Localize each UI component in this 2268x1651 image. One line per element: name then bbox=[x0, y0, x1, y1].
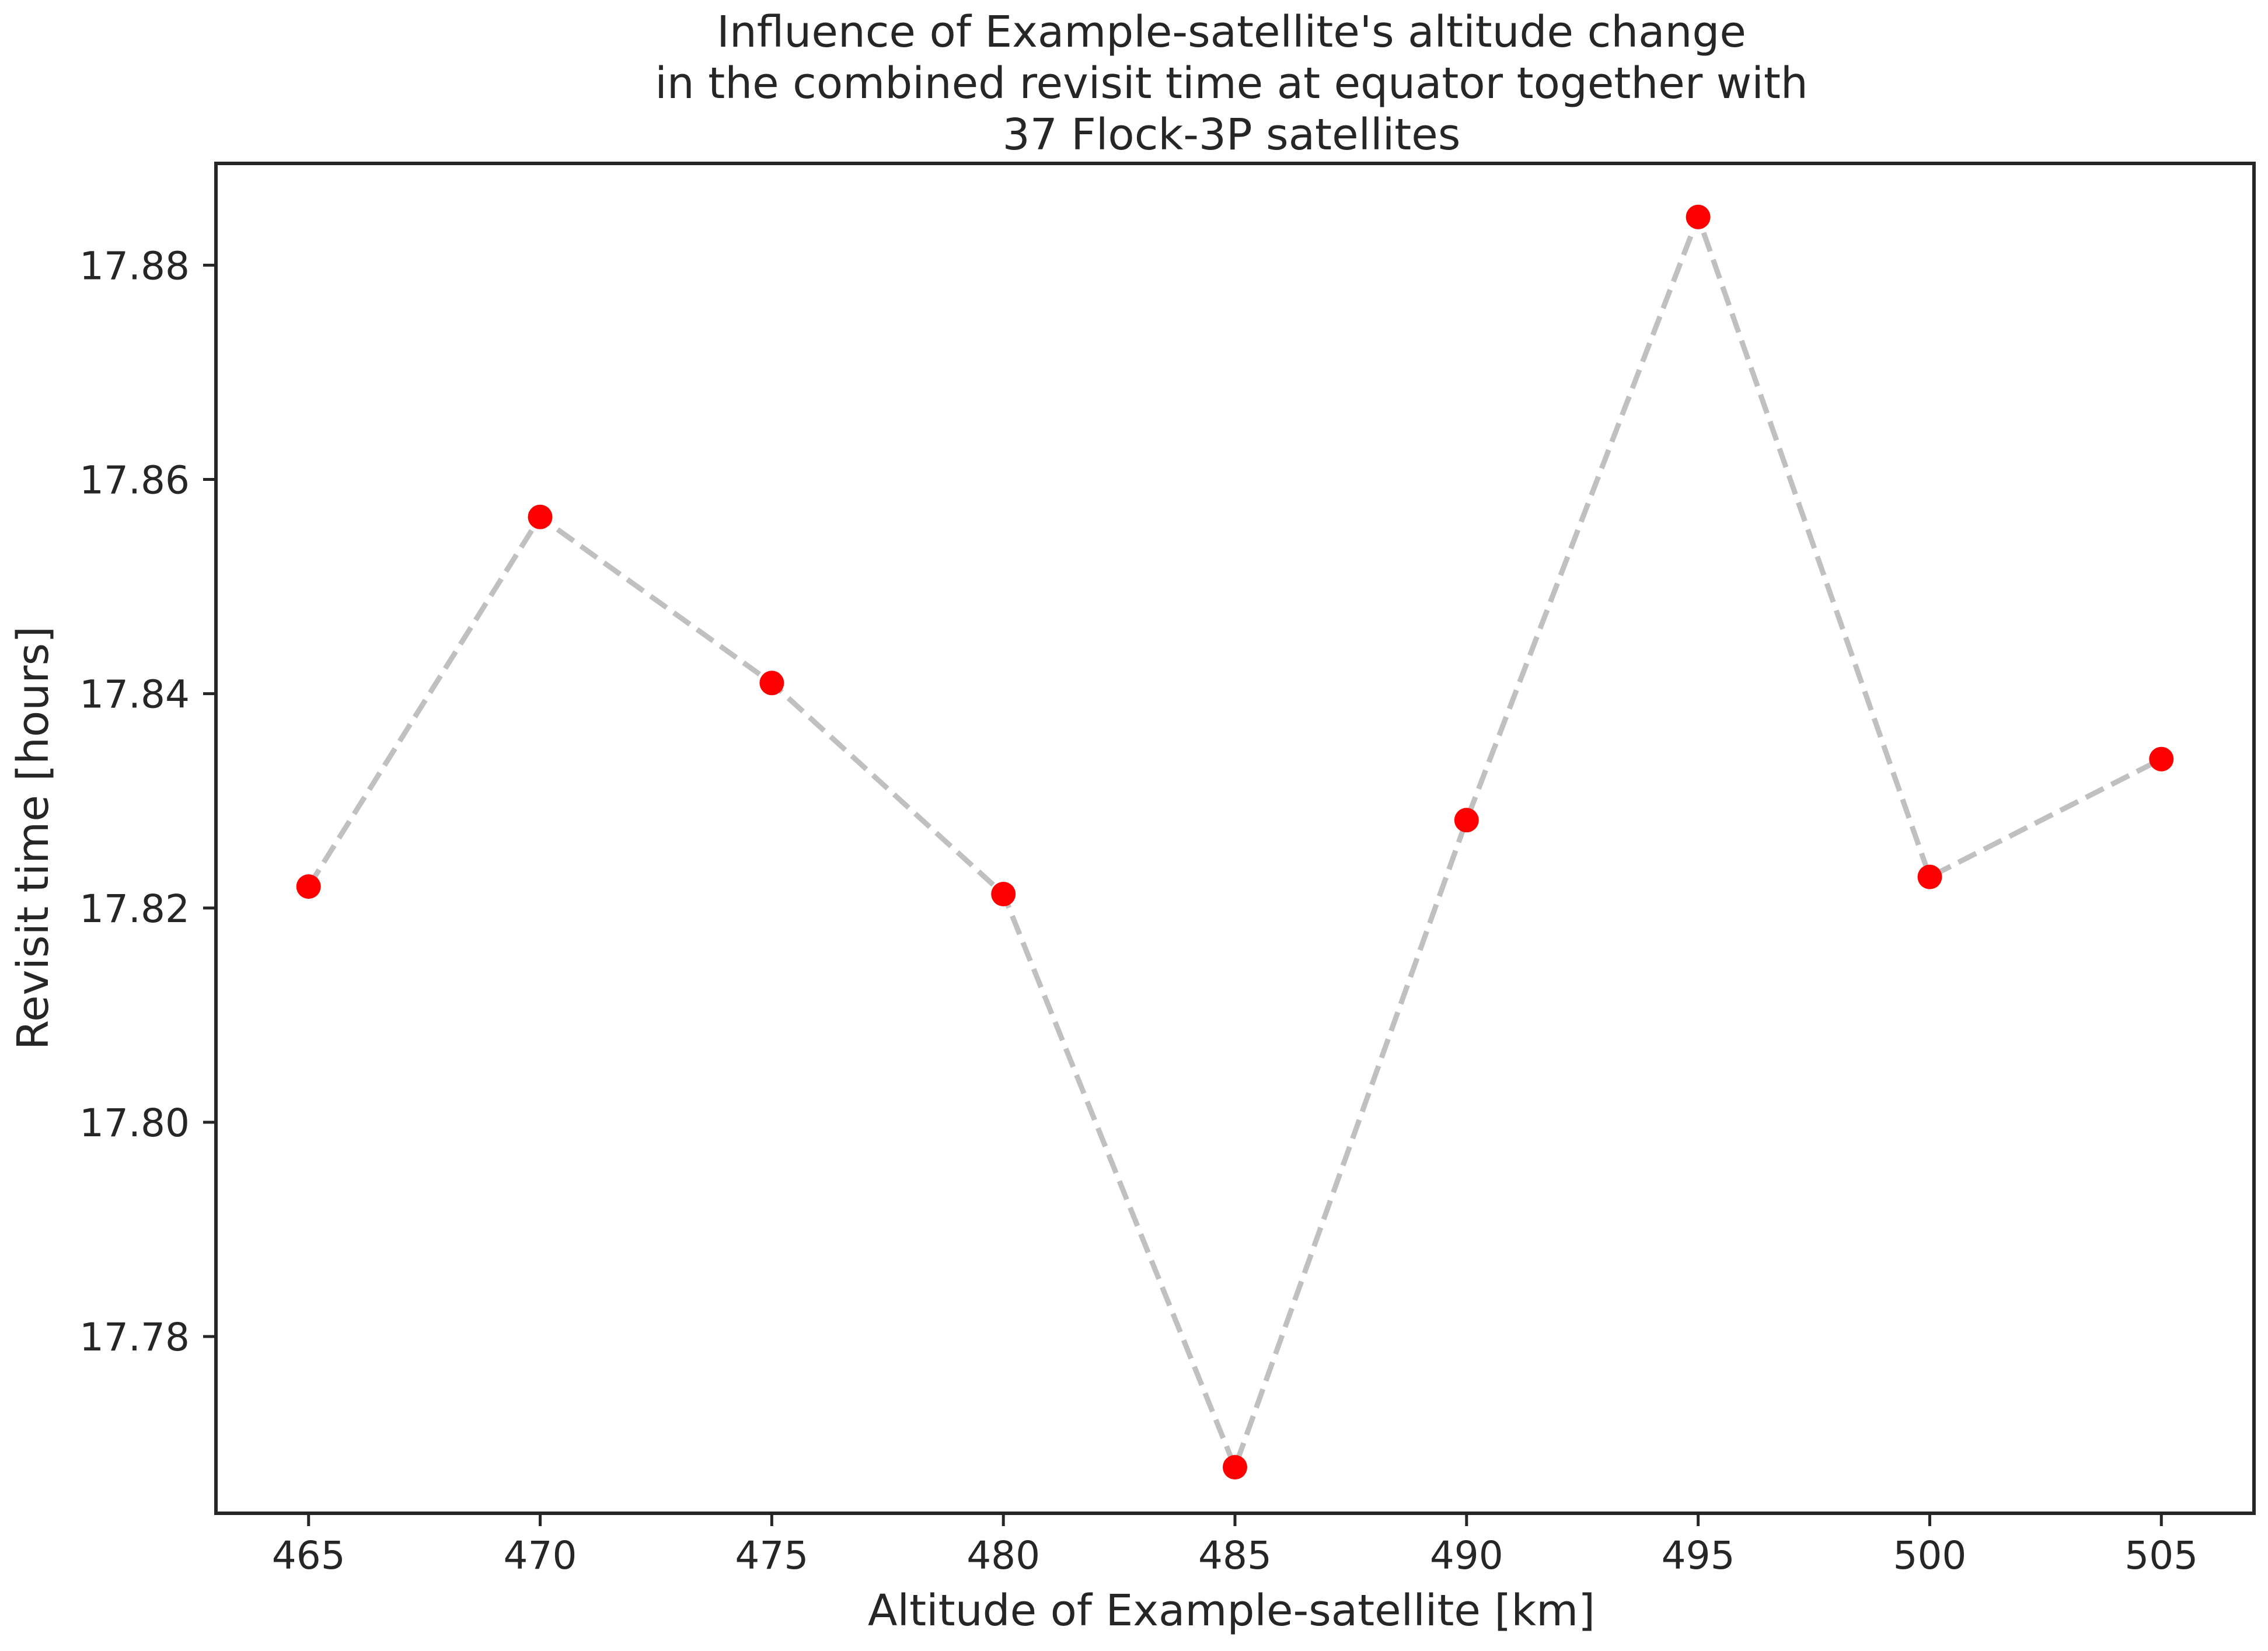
x-tick-label: 485 bbox=[1198, 1533, 1272, 1578]
chart-title-line-3: 37 Flock-3P satellites bbox=[1003, 110, 1461, 160]
y-axis-ticks: 17.78 17.80 17.82 17.84 17.86 17.88 bbox=[79, 243, 216, 1360]
data-point-500 bbox=[1917, 864, 1942, 889]
y-tick-label: 17.86 bbox=[79, 458, 190, 503]
y-tick-label: 17.80 bbox=[79, 1101, 190, 1146]
plot-frame bbox=[214, 162, 2256, 1515]
y-tick-label: 17.78 bbox=[79, 1315, 190, 1360]
x-tick-label: 465 bbox=[272, 1533, 346, 1578]
x-tick-label: 500 bbox=[1893, 1533, 1966, 1578]
x-tick-label: 490 bbox=[1430, 1533, 1503, 1578]
x-tick-label: 495 bbox=[1662, 1533, 1735, 1578]
chart-title-line-2: in the combined revisit time at equator … bbox=[655, 58, 1808, 109]
data-point-490 bbox=[1454, 808, 1479, 833]
y-tick-label: 17.82 bbox=[79, 886, 190, 931]
data-point-485 bbox=[1223, 1455, 1247, 1480]
chart-title-line-1: Influence of Example-satellite's altitud… bbox=[717, 7, 1746, 57]
data-point-495 bbox=[1686, 204, 1711, 229]
data-point-470 bbox=[528, 504, 553, 529]
x-tick-label: 470 bbox=[504, 1533, 577, 1578]
x-axis-ticks: 465 470 475 480 485 490 495 500 505 bbox=[272, 1513, 2198, 1578]
data-point-475 bbox=[759, 671, 784, 696]
data-point-505 bbox=[2149, 746, 2174, 772]
x-tick-label: 480 bbox=[966, 1533, 1040, 1578]
x-axis-label: Altitude of Example-satellite [km] bbox=[868, 1586, 1595, 1636]
series-line-0 bbox=[306, 209, 2163, 1475]
data-point-480 bbox=[991, 882, 1016, 906]
series-layer bbox=[296, 204, 2174, 1480]
x-tick-label: 475 bbox=[735, 1533, 808, 1578]
y-tick-label: 17.88 bbox=[79, 243, 190, 288]
x-tick-label: 505 bbox=[2124, 1533, 2198, 1578]
data-point-465 bbox=[296, 874, 321, 899]
y-axis-label: Revisit time [hours] bbox=[8, 626, 58, 1050]
y-tick-label: 17.84 bbox=[79, 672, 190, 717]
